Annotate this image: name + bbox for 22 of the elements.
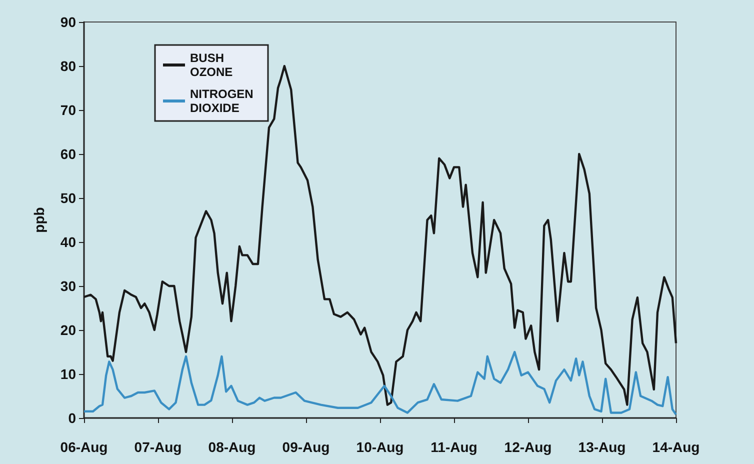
legend-label: BUSH OZONE — [190, 51, 233, 79]
x-tick-label: 11-Aug — [430, 439, 478, 455]
x-tick-label: 14-Aug — [652, 439, 700, 455]
x-tick-label: 09-Aug — [282, 439, 330, 455]
y-axis-title: ppb — [31, 207, 47, 233]
x-tick-label: 12-Aug — [504, 439, 552, 455]
y-tick-label: 70 — [60, 102, 76, 118]
y-tick-label: 20 — [60, 322, 76, 338]
x-tick-label: 13-Aug — [578, 439, 626, 455]
x-tick-label: 06-Aug — [60, 439, 108, 455]
y-tick-label: 10 — [60, 366, 76, 382]
y-tick-label: 60 — [60, 146, 76, 162]
x-tick-label: 08-Aug — [208, 439, 256, 455]
y-tick-label: 30 — [60, 278, 76, 294]
y-tick-label: 80 — [60, 58, 76, 74]
y-tick-label: 90 — [60, 14, 76, 30]
x-tick-label: 07-Aug — [134, 439, 182, 455]
legend-label: NITROGEN DIOXIDE — [190, 87, 257, 115]
y-tick-label: 0 — [68, 410, 76, 426]
y-tick-label: 40 — [60, 234, 76, 250]
y-tick-label: 50 — [60, 190, 76, 206]
x-tick-label: 10-Aug — [356, 439, 404, 455]
